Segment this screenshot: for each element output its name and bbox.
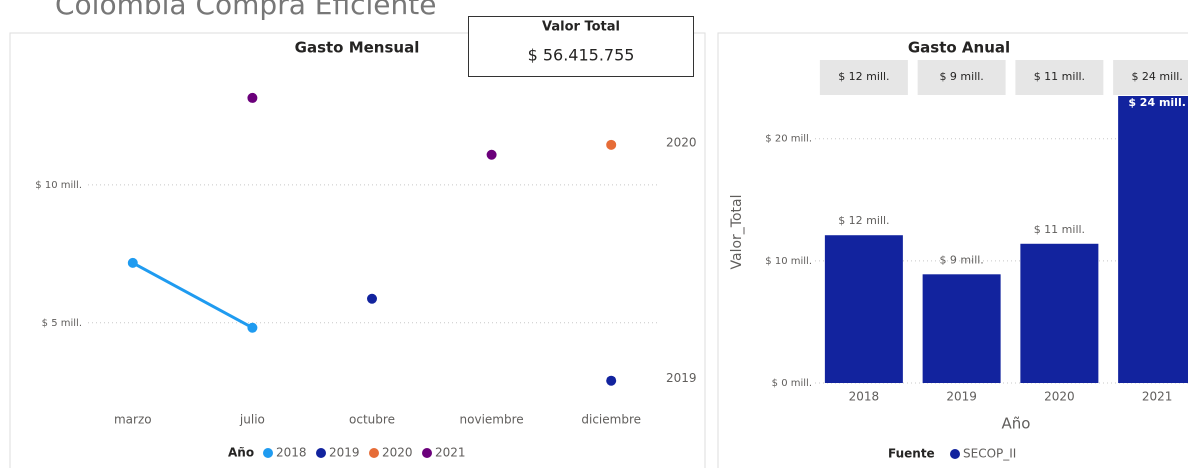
value-label: $ 11 mill. bbox=[1034, 223, 1085, 236]
bar bbox=[1118, 96, 1188, 383]
header-box bbox=[1113, 60, 1188, 95]
y-tick-label: $ 5 mill. bbox=[42, 318, 82, 329]
y-tick-label: $ 20 mill. bbox=[765, 134, 812, 145]
x-tick-label: diciembre bbox=[581, 413, 641, 427]
x-tick-label: 2019 bbox=[946, 390, 977, 404]
point bbox=[127, 257, 138, 268]
page-title: Colombia Compra Eficiente bbox=[55, 0, 436, 21]
legend-label: 2019 bbox=[329, 446, 360, 460]
y-tick-label: $ 10 mill. bbox=[35, 180, 82, 191]
header-box bbox=[819, 60, 908, 95]
x-tick-label: noviembre bbox=[460, 413, 524, 427]
header-label: $ 12 mill. bbox=[838, 70, 889, 83]
series-end-label: 2019 bbox=[666, 371, 697, 385]
legend-swatch bbox=[422, 448, 432, 458]
value-label: $ 12 mill. bbox=[838, 214, 889, 227]
y-tick-label: $ 10 mill. bbox=[765, 256, 812, 267]
header-box bbox=[917, 60, 1006, 95]
chart-title: Gasto Anual bbox=[908, 39, 1010, 57]
card bbox=[468, 16, 694, 77]
legend-title: Año bbox=[228, 446, 254, 460]
point bbox=[367, 293, 377, 304]
legend-label: SECOP_II bbox=[963, 447, 1016, 461]
bar bbox=[1020, 243, 1099, 383]
legend-swatch bbox=[263, 448, 273, 458]
right-panel bbox=[717, 32, 1188, 468]
point bbox=[486, 149, 497, 160]
value-label: $ 9 mill. bbox=[939, 253, 983, 266]
series-end-label: 2020 bbox=[666, 135, 697, 149]
y-axis-label: Valor_Total bbox=[729, 195, 745, 270]
legend-swatch bbox=[950, 449, 960, 459]
header-label: $ 9 mill. bbox=[939, 70, 983, 83]
point bbox=[247, 92, 258, 103]
header-label: $ 11 mill. bbox=[1034, 70, 1085, 83]
header-label: $ 24 mill. bbox=[1131, 70, 1182, 83]
point bbox=[247, 322, 258, 333]
value-label: $ 24 mill. bbox=[1128, 96, 1186, 109]
x-tick-label: julio bbox=[239, 413, 265, 427]
x-axis-label: Año bbox=[1002, 415, 1031, 433]
legend-swatch bbox=[316, 448, 326, 458]
header-box bbox=[1015, 60, 1104, 95]
point bbox=[606, 375, 617, 386]
x-tick-label: octubre bbox=[349, 413, 395, 427]
card-value: $ 56.415.755 bbox=[528, 46, 635, 65]
legend-label: 2021 bbox=[435, 446, 466, 460]
point bbox=[606, 139, 617, 150]
x-tick-label: 2018 bbox=[849, 390, 880, 404]
x-tick-label: marzo bbox=[114, 413, 152, 427]
x-tick-label: 2020 bbox=[1044, 390, 1075, 404]
chart-title: Gasto Mensual bbox=[295, 39, 420, 57]
bar bbox=[922, 274, 1001, 383]
legend-swatch bbox=[369, 448, 379, 458]
legend-label: 2018 bbox=[276, 446, 307, 460]
y-tick-label: $ 0 mill. bbox=[772, 378, 812, 389]
x-tick-label: 2021 bbox=[1142, 390, 1173, 404]
legend-title: Fuente bbox=[888, 447, 935, 461]
bar bbox=[824, 235, 903, 383]
legend-label: 2020 bbox=[382, 446, 413, 460]
card-label: Valor Total bbox=[542, 20, 620, 35]
series-line bbox=[132, 261, 254, 330]
left-panel bbox=[9, 32, 706, 468]
